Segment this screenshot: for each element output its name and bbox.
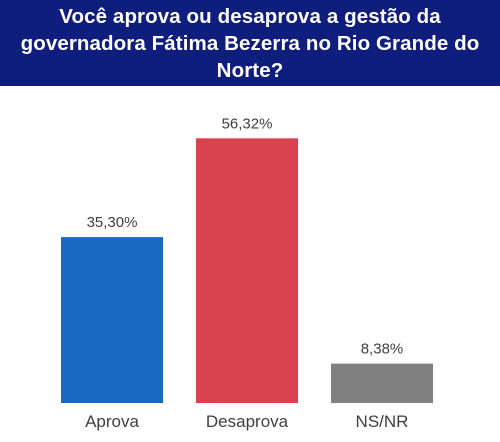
- bar-chart-svg: 35,30% Aprova 56,32% Desaprova 8,38% NS/NR: [61, 115, 433, 431]
- value-label-aprova: 35,30%: [87, 214, 138, 231]
- category-label-desaprova: Desaprova: [206, 412, 289, 431]
- value-label-ns-nr: 8,38%: [361, 341, 404, 358]
- category-label-ns-nr: NS/NR: [356, 412, 409, 431]
- bar-aprova: [61, 237, 163, 403]
- bar-desaprova: [196, 138, 298, 403]
- value-label-desaprova: 56,32%: [222, 115, 273, 132]
- chart-title-bar: Você aprova ou desaprova a gestão da gov…: [0, 0, 500, 86]
- category-label-aprova: Aprova: [85, 412, 139, 431]
- bar-ns-nr: [331, 363, 433, 403]
- bar-chart: 35,30% Aprova 56,32% Desaprova 8,38% NS/NR: [0, 86, 500, 442]
- chart-title: Você aprova ou desaprova a gestão da gov…: [20, 4, 480, 82]
